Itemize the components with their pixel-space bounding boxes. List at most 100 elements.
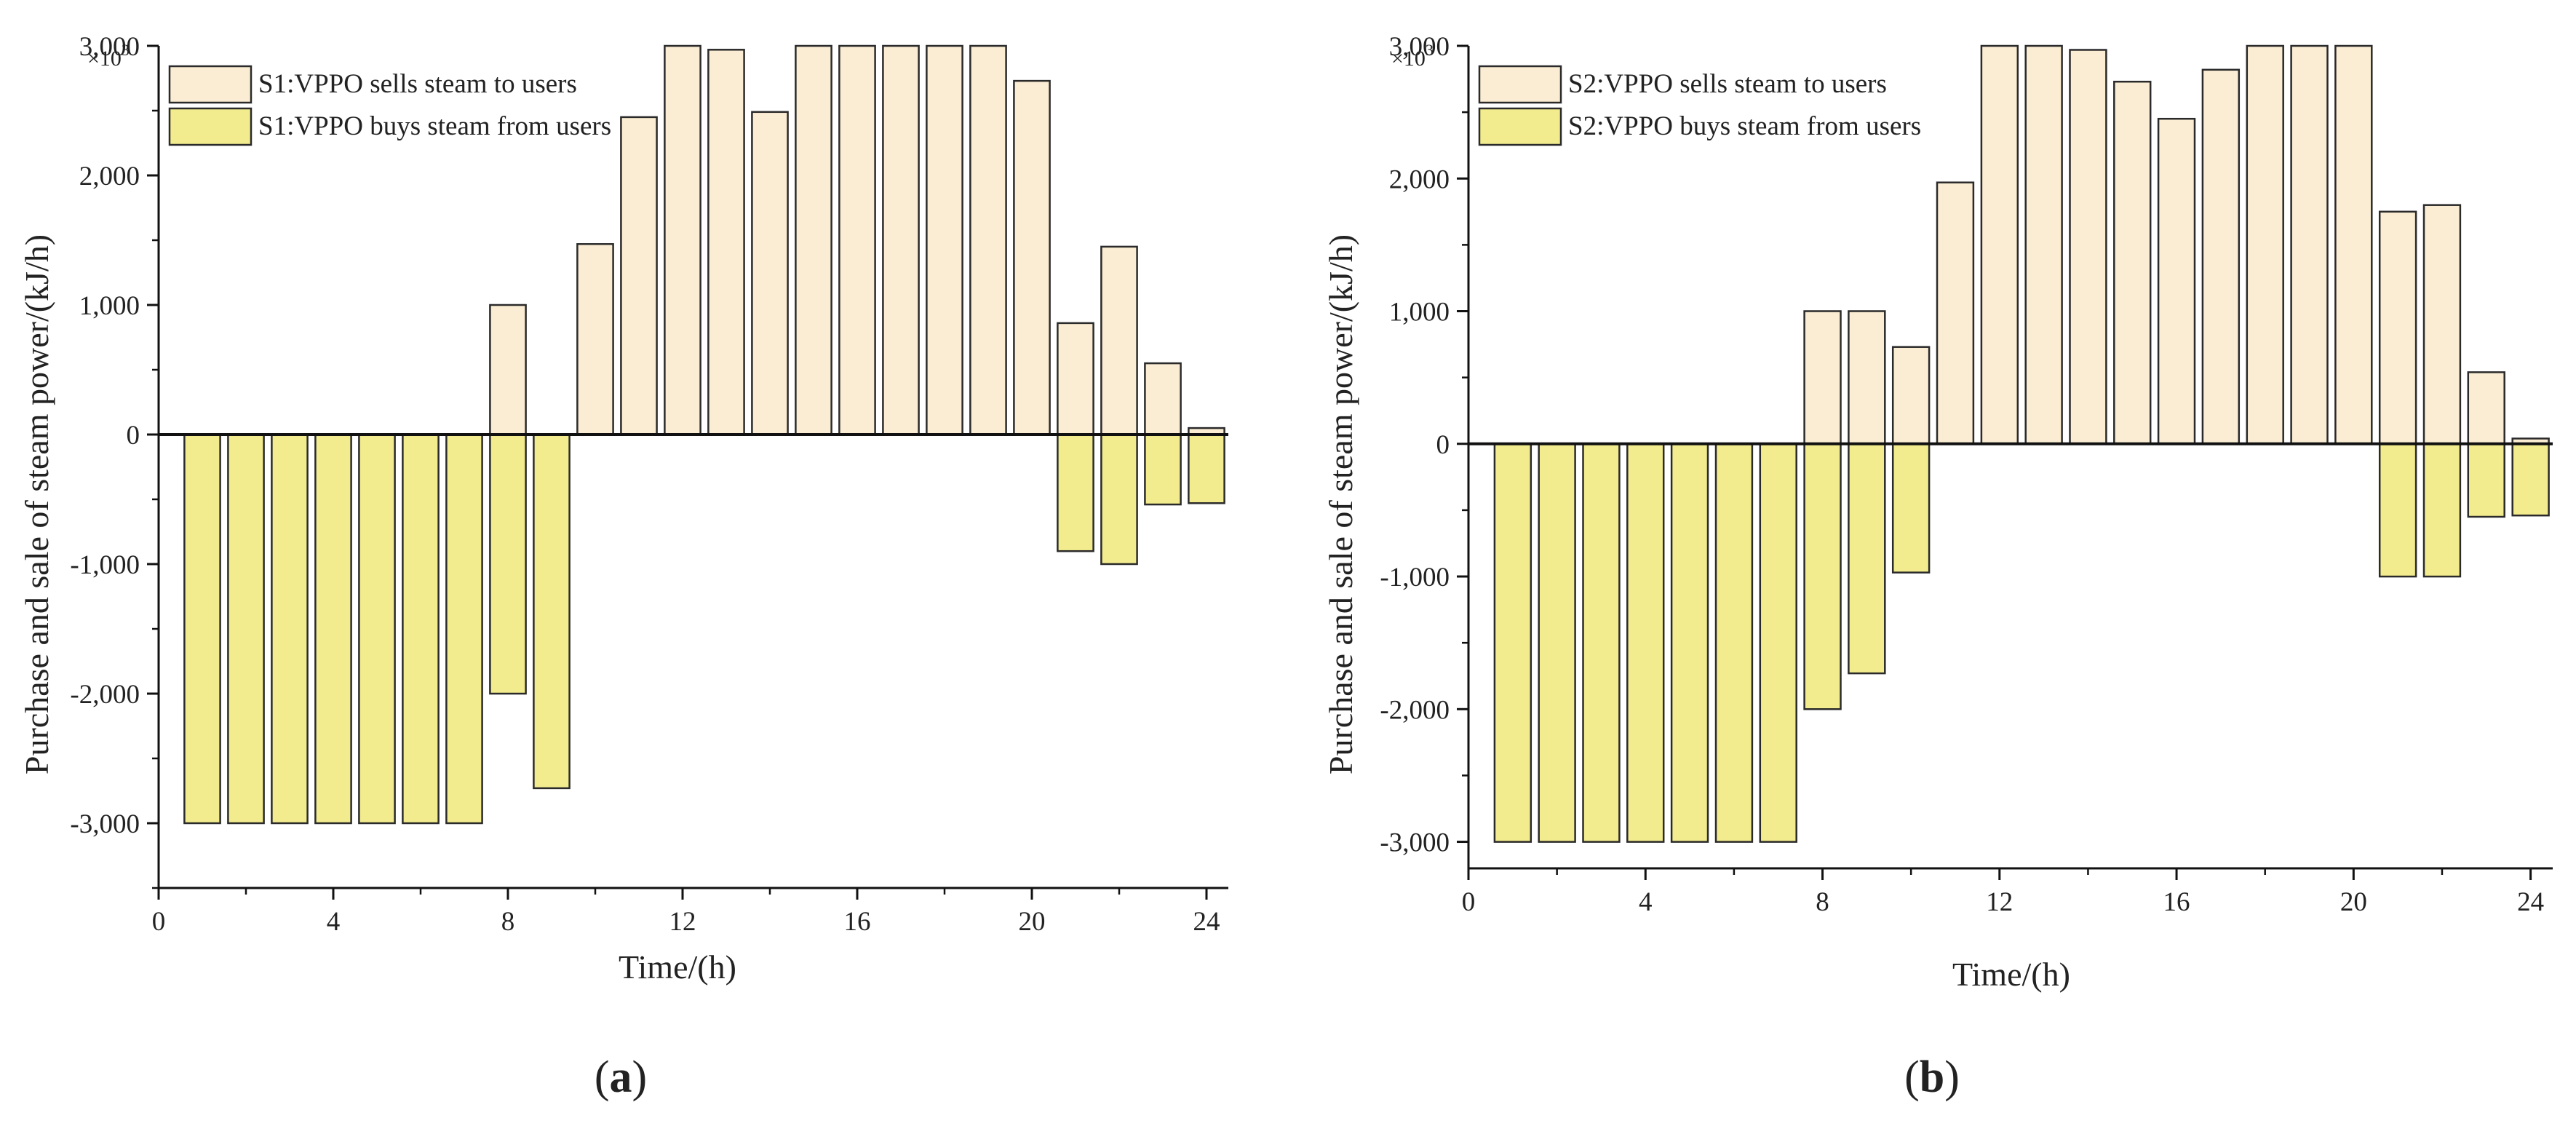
y-tick-label-b-5: 2,000	[1389, 164, 1450, 194]
bar-b-s1-h15	[2113, 80, 2152, 445]
legend-label-b-2: S2:VPPO buys steam from users	[1568, 111, 1921, 141]
chart-panel-b: -3,000 -2,000 -1,000 0 1,000 2,000 3,000 0 4 8 12 1…	[1322, 32, 2553, 1102]
bar-a-s2-h3	[271, 433, 309, 825]
x-tick-label-b-6: 24	[2517, 887, 2544, 917]
y-axis-title-b: Purchase and sale of steam power/(kJ/h)	[1322, 234, 1359, 774]
bar-b-s2-h4	[1626, 443, 1665, 843]
legend-label-a-2: S1:VPPO buys steam from users	[258, 111, 611, 141]
y-tick-label-a-5: 2,000	[79, 162, 140, 191]
y-multiplier-b: ×103	[1391, 41, 1434, 71]
bar-a-s2-h23	[1144, 433, 1182, 506]
y-tick-label-b-2: -1,000	[1380, 563, 1450, 592]
bar-b-s1-h13	[2024, 44, 2063, 445]
x-axis-title-a: Time/(h)	[619, 948, 736, 986]
bar-b-s2-h24	[2511, 443, 2550, 517]
x-axis-title-b: Time/(h)	[1952, 956, 2070, 993]
bar-b-s1-h18	[2246, 44, 2284, 445]
bar-b-s1-h9	[1848, 310, 1886, 445]
x-tick-label-b-2: 8	[1816, 887, 1829, 917]
bar-a-s1-h17	[882, 44, 920, 436]
bar-a-s1-h10	[576, 243, 614, 436]
bar-a-s1-h13	[707, 49, 745, 436]
bar-a-s2-h7	[445, 433, 483, 825]
bar-b-s2-h8	[1803, 443, 1842, 710]
bar-b-s1-h11	[1936, 181, 1975, 445]
bar-b-s2-h10	[1891, 443, 1931, 574]
bar-b-s1-h16	[2157, 117, 2196, 445]
bar-a-s2-h5	[358, 433, 396, 825]
y-tick-label-a-2: -1,000	[70, 550, 140, 580]
legend-swatch-a-1	[168, 65, 253, 104]
legend-a: S1:VPPO sells steam to users S1:VPPO buys…	[168, 65, 611, 146]
y-tick-label-b-6: 3,000	[1389, 32, 1450, 62]
bar-b-s2-h23	[2467, 443, 2505, 518]
bar-a-s1-h8	[489, 304, 527, 436]
bar-a-s2-h8	[489, 433, 527, 695]
y-tick-label-b-1: -2,000	[1380, 695, 1450, 725]
subfigure-caption-b: (b)	[1904, 1052, 1960, 1102]
bar-a-s1-h15	[795, 44, 832, 436]
bar-b-s2-h22	[2422, 443, 2462, 578]
bar-a-s2-h4	[314, 433, 352, 825]
x-tick-label-b-0: 0	[1462, 887, 1476, 917]
y-multiplier-a: ×103	[87, 41, 130, 71]
y-tick-label-a-4: 1,000	[79, 291, 140, 321]
bar-b-s1-h20	[2334, 44, 2373, 445]
plot-area-b: -3,000 -2,000 -1,000 0 1,000 2,000 3,000 0 4 8 12 1…	[1380, 32, 2553, 917]
x-tick-label-a-1: 4	[327, 907, 341, 937]
bar-b-s2-h9	[1848, 443, 1886, 675]
bar-a-s1-h12	[664, 44, 701, 436]
bar-a-s1-h23	[1144, 362, 1182, 436]
y-axis-title-a: Purchase and sale of steam power/(kJ/h)	[18, 234, 55, 774]
bar-a-s1-h21	[1057, 322, 1094, 436]
bar-a-s1-h22	[1100, 245, 1138, 436]
bar-b-s2-h5	[1670, 443, 1709, 843]
bar-b-s2-h21	[2378, 443, 2417, 578]
bar-b-s1-h10	[1891, 346, 1931, 445]
bar-a-s1-h14	[751, 111, 789, 436]
bar-a-s2-h21	[1057, 433, 1094, 552]
plot-area-a: -3,000 -2,000 -1,000 0 1,000 2,000 3,000 0 4 8 12 1…	[70, 32, 1228, 937]
subfigure-caption-a: (a)	[595, 1052, 647, 1102]
bar-b-s2-h2	[1538, 443, 1576, 843]
bar-b-s2-h6	[1714, 443, 1754, 843]
x-tick-label-a-6: 24	[1193, 907, 1220, 937]
y-tick-label-a-3: 0	[127, 421, 140, 451]
x-tick-label-a-0: 0	[152, 907, 166, 937]
x-tick-label-a-5: 20	[1019, 907, 1046, 937]
x-tick-label-a-3: 12	[669, 907, 696, 937]
legend-swatch-b-1	[1478, 65, 1562, 104]
x-tick-label-b-5: 20	[2340, 887, 2367, 917]
bar-b-s1-h12	[1980, 44, 2019, 445]
y-tick-label-b-4: 1,000	[1389, 298, 1450, 328]
bar-b-s1-h23	[2467, 371, 2505, 445]
bar-b-s1-h22	[2422, 204, 2462, 445]
legend-label-b-1: S2:VPPO sells steam to users	[1568, 69, 1887, 99]
y-tick-label-b-0: -3,000	[1380, 828, 1450, 858]
y-tick-label-a-1: -2,000	[70, 680, 140, 710]
y-tick-label-a-0: -3,000	[70, 809, 140, 839]
bar-b-s1-h17	[2201, 68, 2241, 445]
bar-a-s1-h19	[969, 44, 1007, 436]
bar-a-s1-h18	[926, 44, 963, 436]
bar-a-s1-h16	[838, 44, 876, 436]
chart-panel-a: -3,000 -2,000 -1,000 0 1,000 2,000 3,000 0 4 8 12 1…	[18, 32, 1228, 1102]
bar-a-s2-h9	[533, 433, 571, 790]
x-tick-label-b-1: 4	[1639, 887, 1653, 917]
bar-a-s2-h24	[1188, 433, 1225, 504]
legend-label-a-1: S1:VPPO sells steam to users	[258, 69, 577, 99]
bar-a-s1-h11	[620, 116, 658, 436]
bar-a-s2-h2	[227, 433, 265, 825]
bar-b-s1-h21	[2378, 210, 2417, 445]
bar-a-s2-h1	[183, 433, 221, 825]
x-tick-label-b-4: 16	[2163, 887, 2190, 917]
legend-swatch-a-2	[168, 107, 253, 146]
y-tick-label-b-3: 0	[1436, 430, 1450, 460]
legend-b: S2:VPPO sells steam to users S2:VPPO buys…	[1478, 65, 1921, 146]
bar-a-s1-h20	[1013, 79, 1051, 436]
bar-b-s1-h19	[2290, 44, 2329, 445]
x-tick-label-b-3: 12	[1986, 887, 2013, 917]
bar-b-s1-h14	[2069, 49, 2107, 445]
bar-b-s2-h7	[1759, 443, 1797, 843]
x-tick-label-a-4: 16	[844, 907, 871, 937]
